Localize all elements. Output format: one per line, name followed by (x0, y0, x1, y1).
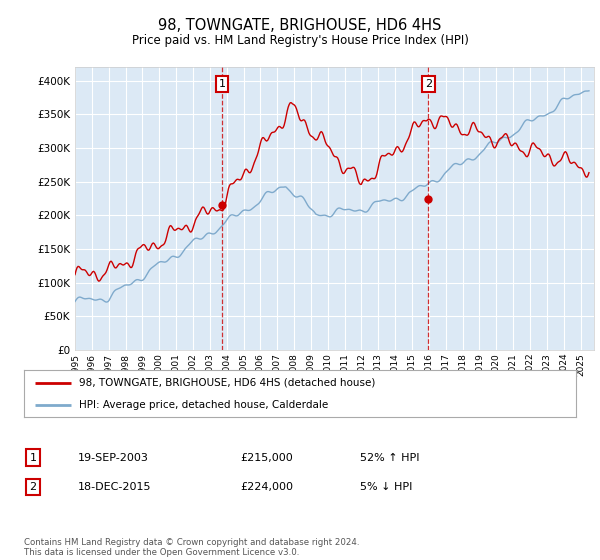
Text: Price paid vs. HM Land Registry's House Price Index (HPI): Price paid vs. HM Land Registry's House … (131, 34, 469, 47)
Text: 2: 2 (425, 79, 432, 89)
Text: £224,000: £224,000 (240, 482, 293, 492)
Text: 98, TOWNGATE, BRIGHOUSE, HD6 4HS (detached house): 98, TOWNGATE, BRIGHOUSE, HD6 4HS (detach… (79, 378, 376, 388)
Text: 5% ↓ HPI: 5% ↓ HPI (360, 482, 412, 492)
Text: 1: 1 (29, 452, 37, 463)
Text: 1: 1 (218, 79, 226, 89)
Text: 18-DEC-2015: 18-DEC-2015 (78, 482, 151, 492)
Text: Contains HM Land Registry data © Crown copyright and database right 2024.
This d: Contains HM Land Registry data © Crown c… (24, 538, 359, 557)
Text: 52% ↑ HPI: 52% ↑ HPI (360, 452, 419, 463)
Text: £215,000: £215,000 (240, 452, 293, 463)
Text: 98, TOWNGATE, BRIGHOUSE, HD6 4HS: 98, TOWNGATE, BRIGHOUSE, HD6 4HS (158, 18, 442, 32)
Text: 19-SEP-2003: 19-SEP-2003 (78, 452, 149, 463)
Text: HPI: Average price, detached house, Calderdale: HPI: Average price, detached house, Cald… (79, 400, 328, 410)
Text: 2: 2 (29, 482, 37, 492)
